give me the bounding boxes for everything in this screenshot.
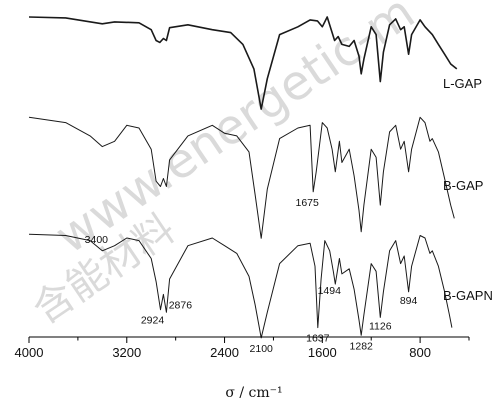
series-layer <box>28 16 458 339</box>
peak-label-2100: 2100 <box>250 343 274 355</box>
x-tick-label: 1600 <box>308 345 337 360</box>
peak-label-1494: 1494 <box>318 285 342 297</box>
series-label-b-gapn: B-GAPN <box>443 288 493 303</box>
peak-label-1675: 1675 <box>295 197 319 209</box>
series-label-l-gap: L-GAP <box>443 76 482 91</box>
x-tick-label: 3200 <box>112 345 141 360</box>
x-tick-label: 4000 <box>15 345 44 360</box>
series-label-b-gap: B-GAP <box>443 178 483 193</box>
peak-label-894: 894 <box>400 295 418 307</box>
watermark: www.energetic-m 含能材料 <box>25 0 425 333</box>
x-tick-label: 2400 <box>210 345 239 360</box>
x-axis-title: σ / cm⁻¹ <box>225 385 282 401</box>
peak-annotations: 1675 3400 2924 2876 2100 1637 1494 1282 1126 894 <box>85 197 418 355</box>
peak-label-1126: 1126 <box>369 320 392 332</box>
x-axis: 4000 3200 2400 1600 800 <box>15 336 470 360</box>
peak-label-3400: 3400 <box>85 234 109 246</box>
peak-label-2924: 2924 <box>141 315 165 327</box>
peak-label-1282: 1282 <box>350 340 374 352</box>
series-line-l-gap <box>28 16 458 110</box>
x-tick-label: 800 <box>409 345 431 360</box>
peak-label-2876: 2876 <box>169 299 193 311</box>
peak-label-1637: 1637 <box>306 333 330 345</box>
series-line-b-gap <box>28 116 455 239</box>
series-labels: L-GAP B-GAP B-GAPN <box>443 76 493 303</box>
series-line-b-gapn <box>28 233 453 339</box>
